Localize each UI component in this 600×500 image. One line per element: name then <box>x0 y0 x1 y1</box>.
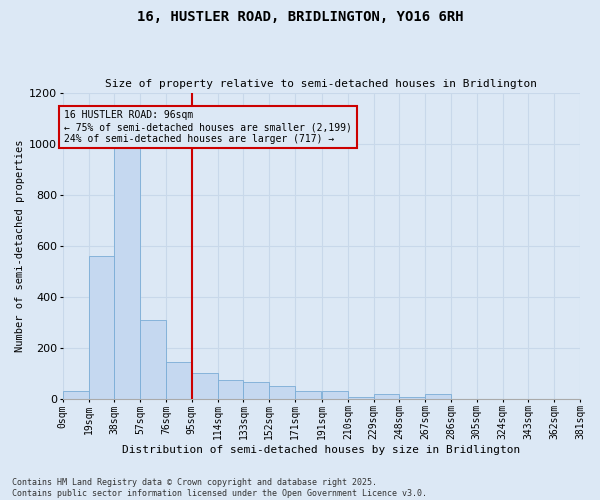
Bar <box>322 391 348 398</box>
Text: 16 HUSTLER ROAD: 96sqm
← 75% of semi-detached houses are smaller (2,199)
24% of : 16 HUSTLER ROAD: 96sqm ← 75% of semi-det… <box>64 110 352 144</box>
Bar <box>140 320 166 398</box>
X-axis label: Distribution of semi-detached houses by size in Bridlington: Distribution of semi-detached houses by … <box>122 445 521 455</box>
Bar <box>244 382 269 398</box>
Bar <box>192 373 218 398</box>
Bar <box>218 380 244 398</box>
Bar <box>166 362 192 399</box>
Bar <box>89 256 115 398</box>
Text: Contains HM Land Registry data © Crown copyright and database right 2025.
Contai: Contains HM Land Registry data © Crown c… <box>12 478 427 498</box>
Title: Size of property relative to semi-detached houses in Bridlington: Size of property relative to semi-detach… <box>106 79 538 89</box>
Text: 16, HUSTLER ROAD, BRIDLINGTON, YO16 6RH: 16, HUSTLER ROAD, BRIDLINGTON, YO16 6RH <box>137 10 463 24</box>
Bar <box>295 391 321 398</box>
Bar <box>115 138 140 398</box>
Bar <box>425 394 451 398</box>
Bar <box>374 394 400 398</box>
Y-axis label: Number of semi-detached properties: Number of semi-detached properties <box>15 140 25 352</box>
Bar <box>348 396 374 398</box>
Bar <box>63 391 89 398</box>
Bar <box>269 386 295 398</box>
